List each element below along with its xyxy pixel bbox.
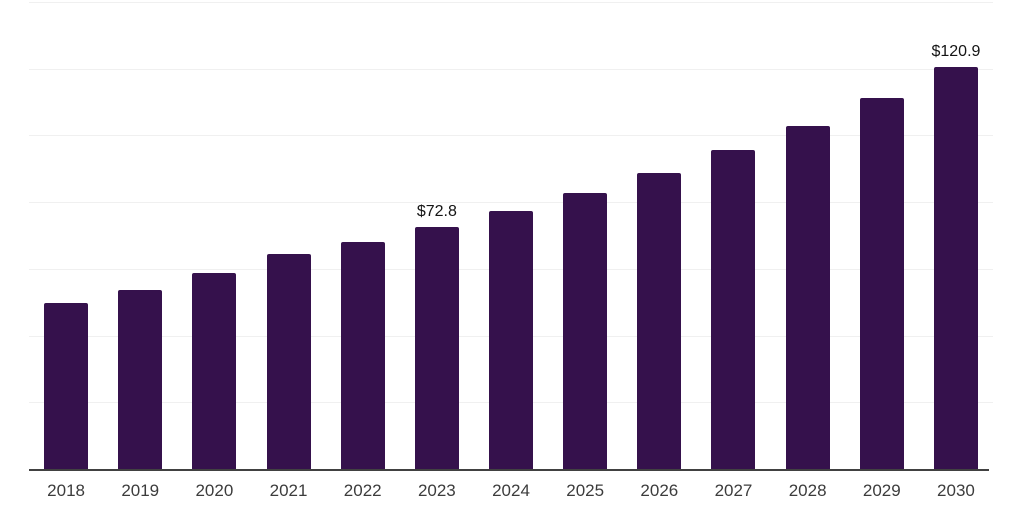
bar-column-2022 [326, 3, 400, 470]
bar-2027 [711, 150, 756, 470]
x-axis-label-2026: 2026 [640, 481, 679, 500]
x-axis-label-2020: 2020 [195, 481, 234, 500]
gridline [29, 202, 993, 204]
bar-2025 [563, 192, 608, 470]
bar-2030 [933, 66, 978, 470]
plot-area: $72.8 $120.9 [29, 2, 993, 471]
x-axis-line [29, 469, 989, 471]
x-axis-label-2019: 2019 [121, 481, 160, 500]
bar-column-2019 [103, 3, 177, 470]
bar-column-2026 [622, 3, 696, 470]
x-axis-label-2022: 2022 [343, 481, 382, 500]
x-axis-label-2021: 2021 [269, 481, 308, 500]
bar-column-2027 [696, 3, 770, 470]
x-axis-label-2027: 2027 [714, 481, 753, 500]
bar-column-2018 [29, 3, 103, 470]
x-axis-label-2024: 2024 [492, 481, 530, 500]
gridline [29, 68, 993, 70]
bar-series: $72.8 $120.9 [29, 3, 993, 470]
gridline [29, 135, 993, 137]
x-axis-label-2018: 2018 [47, 481, 85, 500]
bar-2021 [266, 253, 311, 470]
bar-column-2020 [177, 3, 251, 470]
bar-2020 [192, 273, 237, 470]
x-axis-label-2028: 2028 [788, 481, 827, 500]
bar-column-2023: $72.8 [400, 3, 474, 470]
bar-2028 [785, 126, 830, 470]
gridline [29, 2, 993, 3]
x-axis-label-2025: 2025 [566, 481, 605, 500]
bar-column-2021 [251, 3, 325, 470]
bar-column-2028 [771, 3, 845, 470]
bar-2018 [44, 302, 89, 470]
bar-2019 [118, 289, 163, 470]
bar-2029 [859, 98, 904, 470]
x-axis-tick-labels: 2018 2019 2020 2021 2022 2023 2024 2025 2026 2027… [29, 481, 993, 501]
bar-2022 [340, 241, 385, 470]
bar-2026 [637, 173, 682, 470]
bar-column-2030: $120.9 [919, 3, 993, 470]
bar-value-label-2030: $120.9 [931, 42, 981, 60]
x-axis-label-2029: 2029 [862, 481, 901, 500]
bar-value-label-2023: $72.8 [416, 203, 457, 221]
bar-column-2029 [845, 3, 919, 470]
x-axis-label-2023: 2023 [417, 481, 456, 500]
bar-column-2024 [474, 3, 548, 470]
bar-2023 [414, 227, 459, 470]
bar-2024 [489, 210, 534, 470]
bar-column-2025 [548, 3, 622, 470]
x-axis-label-2030: 2030 [937, 481, 975, 500]
